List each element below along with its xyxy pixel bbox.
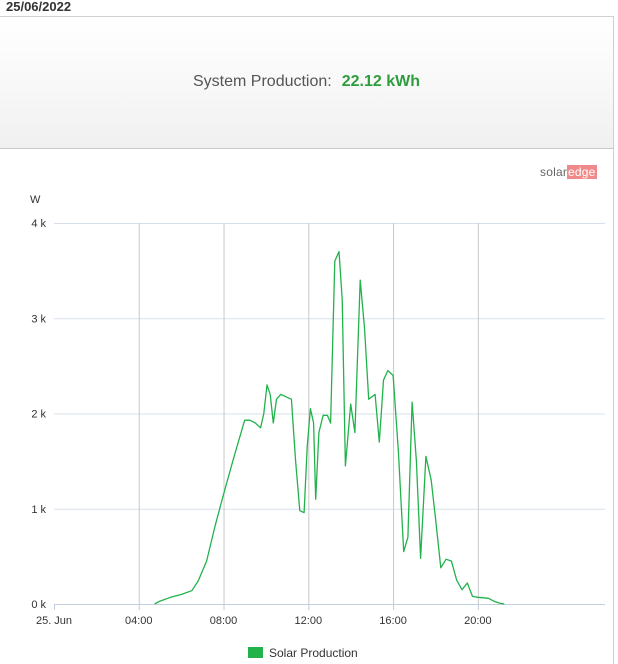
y-tick-label: 1 k (31, 504, 46, 516)
summary-panel: System Production: 22.12 kWh (0, 16, 614, 149)
x-tick-label: 25. Jun (36, 615, 72, 627)
x-tick-label: 20:00 (464, 615, 492, 627)
y-axis-unit-label: W (30, 194, 41, 206)
solar-production-line (154, 250, 505, 605)
date-header: 25/06/2022 (6, 0, 72, 14)
y-tick-label: 3 k (31, 313, 46, 325)
legend-label: Solar Production (269, 646, 358, 660)
y-tick-label: 0 k (31, 599, 46, 611)
x-tick-label: 04:00 (125, 615, 153, 627)
legend-swatch (248, 647, 263, 658)
system-production-label: System Production: (193, 73, 332, 90)
chart-panel (0, 149, 614, 664)
system-production-value: 22.12 kWh (341, 73, 420, 90)
system-production-summary: System Production: 22.12 kWh (0, 73, 613, 91)
y-tick-label: 4 k (31, 218, 46, 230)
x-tick-label: 12:00 (295, 615, 323, 627)
brand-part-2: edge (567, 165, 597, 179)
x-tick-label: 08:00 (210, 615, 238, 627)
x-tick-label: 16:00 (379, 615, 407, 627)
solaredge-logo: solaredge (540, 165, 597, 179)
brand-part-1: solar (540, 165, 568, 179)
chart-legend[interactable]: Solar Production (248, 646, 358, 660)
y-tick-label: 2 k (31, 409, 46, 421)
